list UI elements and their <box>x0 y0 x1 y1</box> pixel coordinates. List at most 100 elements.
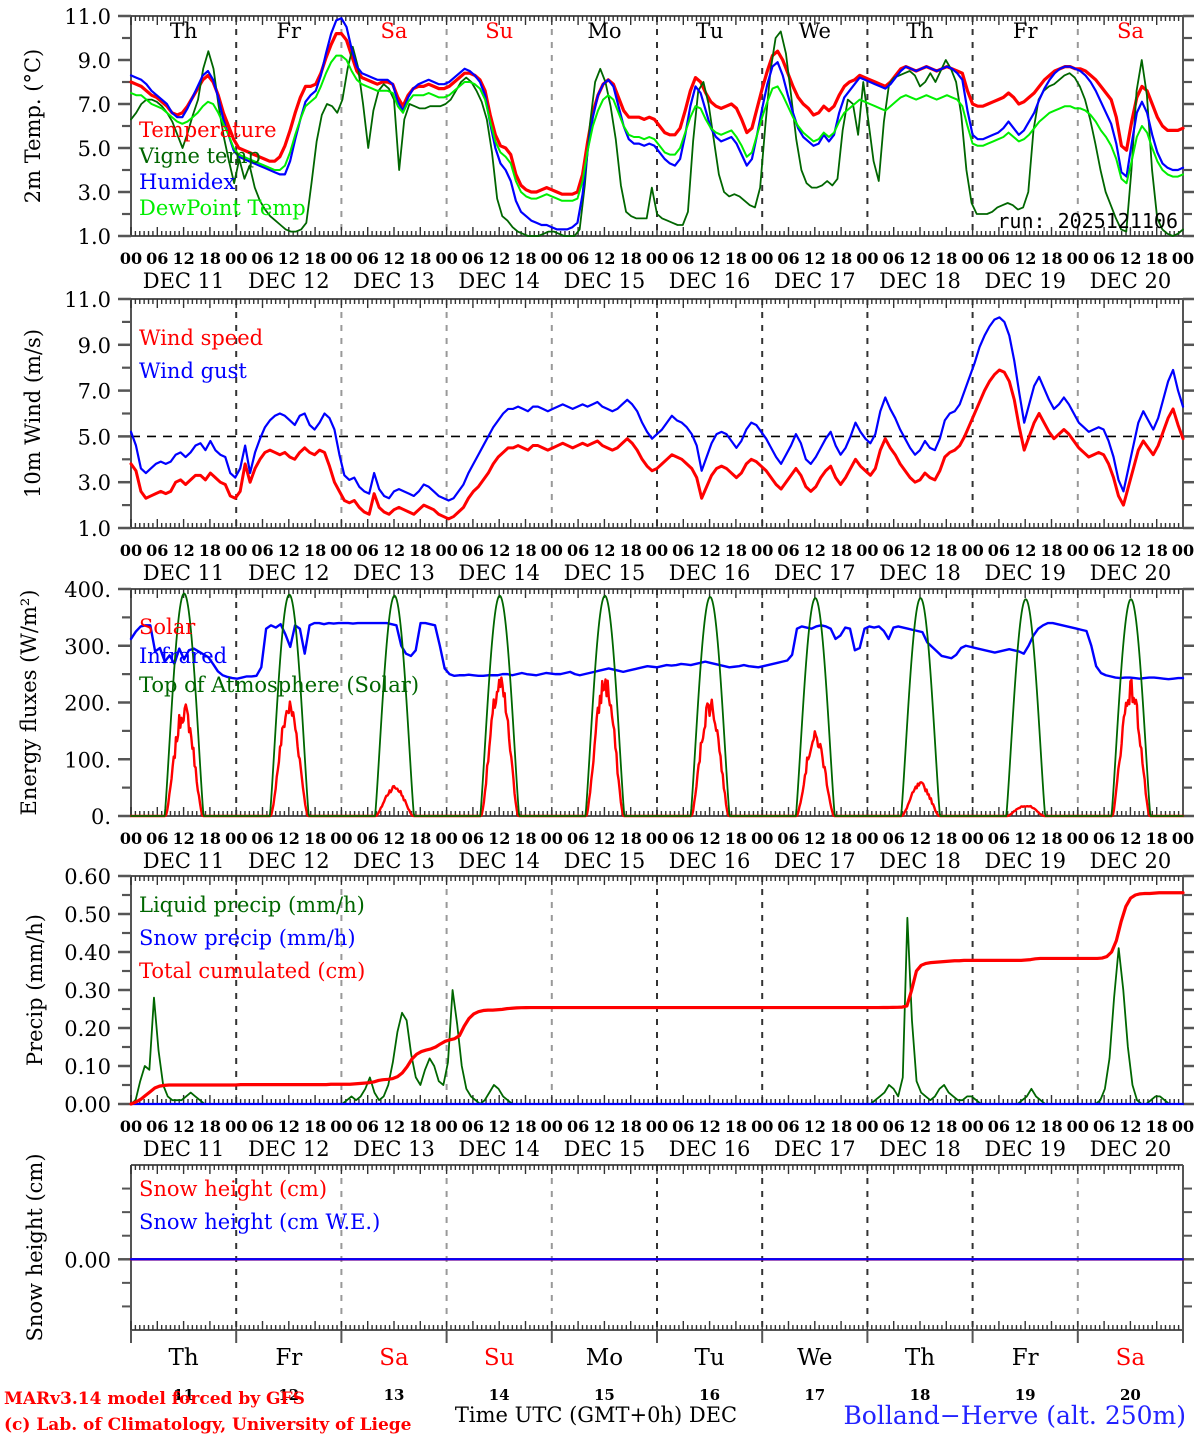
hour-label: 06 <box>883 541 905 560</box>
hour-label: 06 <box>1093 541 1115 560</box>
hour-label: 18 <box>304 541 326 560</box>
day-name: Su <box>485 19 513 43</box>
hour-label: 00 <box>961 1117 983 1136</box>
bottom-day-number: 17 <box>804 1386 825 1404</box>
hour-label: 12 <box>1119 829 1141 848</box>
bottom-day-number: 12 <box>278 1386 299 1404</box>
hour-label: 00 <box>541 249 563 268</box>
hour-label: 06 <box>251 541 273 560</box>
y-tick-label: 1.0 <box>78 225 111 249</box>
hour-label: 00 <box>1172 1117 1194 1136</box>
hour-label: 06 <box>567 249 589 268</box>
hour-label: 00 <box>541 1117 563 1136</box>
bottom-day-name: Fr <box>1012 1345 1039 1371</box>
hour-label: 18 <box>1040 1117 1062 1136</box>
hour-label: 18 <box>199 249 221 268</box>
hour-label: 00 <box>751 829 773 848</box>
hour-label: 12 <box>593 249 615 268</box>
bottom-day-name: Th <box>905 1345 935 1371</box>
hour-label: 18 <box>409 1117 431 1136</box>
hour-label: 06 <box>883 1117 905 1136</box>
series-vigne-temp <box>130 30 1184 237</box>
hour-label: 00 <box>435 249 457 268</box>
hour-label: 00 <box>961 829 983 848</box>
hour-label: 18 <box>409 541 431 560</box>
y-tick-label: 0.40 <box>64 941 111 965</box>
hour-label: 06 <box>777 1117 799 1136</box>
date-label: DEC 14 <box>458 1137 540 1161</box>
legend-temperature: Temperature <box>139 118 277 142</box>
date-label: DEC 15 <box>564 1137 646 1161</box>
legend-wind-speed: Wind speed <box>139 326 263 350</box>
hour-label: 12 <box>804 249 826 268</box>
y-tick-label: 11.0 <box>64 5 111 29</box>
hour-label: 06 <box>251 249 273 268</box>
day-name-header: Th Fr Sa Su Mo Tu We Th Fr Sa <box>170 19 1144 43</box>
hour-label: 00 <box>856 249 878 268</box>
hour-label: 18 <box>304 829 326 848</box>
hour-label: 06 <box>1093 249 1115 268</box>
hour-label: 06 <box>1093 1117 1115 1136</box>
hour-label: 06 <box>988 1117 1010 1136</box>
hour-label: 06 <box>567 541 589 560</box>
hour-label: 06 <box>462 541 484 560</box>
hour-label: 12 <box>1014 249 1036 268</box>
legend-dewpoint-temp: DewPoint Temp <box>139 196 306 220</box>
date-label: DEC 11 <box>143 561 225 585</box>
hour-label: 12 <box>804 541 826 560</box>
bottom-day-name: Sa <box>1116 1345 1146 1371</box>
y-tick-label: 0.30 <box>64 979 111 1003</box>
hour-label: 18 <box>1146 829 1168 848</box>
hour-label: 06 <box>462 1117 484 1136</box>
hour-label: 00 <box>225 541 247 560</box>
day-name: Fr <box>276 19 302 43</box>
bottom-day-name: We <box>797 1345 832 1371</box>
y-tick-label: 0.00 <box>64 1093 111 1117</box>
hour-label: 18 <box>1146 541 1168 560</box>
y-tick-label: 1.0 <box>78 517 111 541</box>
y-tick-label: 300. <box>64 635 111 659</box>
hour-label: 12 <box>804 829 826 848</box>
hour-label: 00 <box>330 249 352 268</box>
hour-label: 00 <box>435 541 457 560</box>
y-tick-label: 5.0 <box>78 425 111 449</box>
hour-label: 18 <box>514 1117 536 1136</box>
bottom-day-number: 13 <box>384 1386 405 1404</box>
hour-label: 18 <box>1040 249 1062 268</box>
hour-label: 18 <box>620 1117 642 1136</box>
hour-label: 00 <box>1067 541 1089 560</box>
y-tick-label: 11.0 <box>64 288 111 312</box>
hour-label: 12 <box>698 1117 720 1136</box>
hour-label: 12 <box>488 829 510 848</box>
date-label: DEC 15 <box>564 269 646 293</box>
hour-label: 00 <box>751 1117 773 1136</box>
hour-label: 00 <box>120 1117 142 1136</box>
date-label: DEC 11 <box>143 269 225 293</box>
run-label: run: 2025121106 <box>997 209 1178 233</box>
bottom-day-axis: Th 11 Fr 12 Sa 13 Su 14 Mo 15 Tu 16 We 17 Th 18 Fr 19 Sa 20 <box>130 1330 1184 1404</box>
date-label: DEC 15 <box>564 849 646 873</box>
bottom-day-number: 19 <box>1015 1386 1036 1404</box>
hour-label: 12 <box>278 1117 300 1136</box>
hour-label: 18 <box>514 829 536 848</box>
day-name: Sa <box>1117 19 1144 43</box>
hour-label: 18 <box>1146 249 1168 268</box>
hour-label: 12 <box>593 541 615 560</box>
hour-label: 12 <box>383 829 405 848</box>
hour-label: 00 <box>646 1117 668 1136</box>
hour-label: 12 <box>383 249 405 268</box>
hour-label: 12 <box>698 829 720 848</box>
y-tick-label: 0.60 <box>64 865 111 889</box>
hour-label: 06 <box>672 1117 694 1136</box>
hour-label: 18 <box>620 541 642 560</box>
hour-label: 00 <box>856 541 878 560</box>
bottom-day-number: 20 <box>1120 1386 1141 1404</box>
hour-label: 06 <box>251 1117 273 1136</box>
hour-label: 06 <box>883 249 905 268</box>
hour-label: 18 <box>620 249 642 268</box>
date-label: DEC 20 <box>1090 561 1172 585</box>
date-label: DEC 16 <box>669 269 751 293</box>
